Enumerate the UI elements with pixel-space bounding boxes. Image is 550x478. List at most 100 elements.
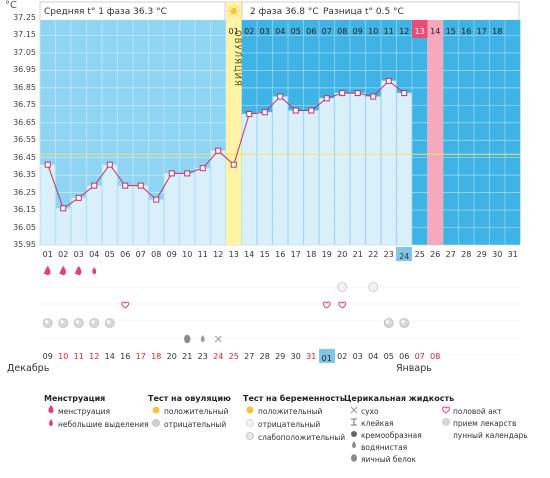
temperature-bar: [381, 80, 397, 246]
legend-pregnancy-positive: положительный: [258, 407, 323, 416]
phase2-day-number: 05: [291, 27, 301, 36]
temperature-point: [370, 93, 377, 100]
temperature-point: [308, 107, 315, 114]
date-label: 14: [104, 352, 115, 361]
x-tick-label: 03: [73, 250, 84, 259]
temperature-point: [323, 95, 330, 102]
x-tick-label: 23: [383, 250, 394, 259]
date-label: 25: [228, 352, 239, 361]
legend-pregnancy-negative: отрицательный: [258, 420, 321, 429]
temperature-bar: [148, 199, 164, 246]
phase2-day-number: 02: [244, 27, 254, 36]
sun-ray: [236, 13, 239, 16]
unit-label: °C: [5, 0, 17, 11]
phase2-day-cell-red: [412, 20, 428, 38]
pill-icon-shine: [401, 320, 405, 324]
legend-pregnancy-weak-icon: [246, 432, 254, 440]
pill-icon: [399, 318, 410, 328]
y-tick-label: 37.15: [13, 30, 36, 40]
temperature-point: [292, 107, 299, 114]
temperature-bar: [303, 110, 319, 246]
y-tick-label: 36.05: [13, 222, 36, 232]
date-label: 24: [213, 352, 224, 361]
date-label: 21: [182, 352, 193, 361]
y-tick-label: 36.25: [13, 187, 36, 197]
pill-icon: [58, 318, 69, 328]
date-label: 23: [197, 352, 208, 361]
menstruation-icon-part: [74, 269, 78, 274]
temperature-point: [60, 205, 67, 212]
pill-icon: [73, 318, 84, 328]
x-tick-label: 22: [368, 250, 379, 259]
temperature-bar: [195, 167, 211, 246]
temperature-point: [122, 182, 129, 189]
phase2-day-number: 07: [322, 27, 332, 36]
ovulation-label: ОВУЛЯЦИЯ: [232, 30, 242, 87]
pregnancy-test-icon: [368, 282, 379, 292]
pill-icon: [42, 318, 53, 328]
phase2-day-number: 10: [368, 27, 378, 36]
legend-sticky-icon: [351, 418, 357, 426]
x-tick-label: 05: [104, 250, 115, 259]
legend-intercourse: половой акт: [453, 407, 502, 416]
x-tick-label: 24: [396, 247, 413, 261]
legend-menstruation-icon: [48, 405, 54, 413]
legend-moon-icon: [444, 430, 448, 438]
legend-dry-icon: [350, 406, 358, 414]
temperature-bar: [257, 112, 273, 246]
temperature-point: [261, 109, 268, 116]
y-tick-label: 37.25: [13, 13, 36, 22]
legend-pregnancy-negative-icon: [246, 419, 254, 427]
legend-medication: прием лекарств: [453, 419, 517, 428]
phase2-day-number: 14: [430, 27, 440, 36]
date-label: 06: [399, 352, 410, 361]
temperature-bar: [241, 113, 257, 246]
x-tick-label: 26: [430, 250, 441, 259]
temperature-bar: [55, 208, 71, 246]
menstruation-icon-part: [43, 269, 47, 274]
pill-icon-shine: [385, 320, 390, 324]
y-tick-label: 36.65: [13, 117, 36, 127]
legend-ovulation-positive: положительный: [164, 407, 229, 416]
legend-light-bleeding-icon: [49, 419, 53, 426]
x-tick-label: 14: [244, 250, 255, 259]
date-label: 05: [383, 352, 394, 361]
legend-watery-icon: [352, 441, 356, 448]
temperature-point: [153, 196, 160, 203]
x-tick-label: 10: [182, 250, 193, 259]
x-tick-label: 25: [414, 250, 425, 259]
month-december: Декабрь: [7, 363, 50, 374]
legend-cervical-title: Церикальная жидкость: [344, 394, 455, 403]
y-tick-label: 37.05: [13, 47, 36, 57]
x-tick-label: 30: [492, 250, 503, 259]
temperature-bar: [210, 150, 226, 246]
legend-heart-icon: [442, 406, 450, 414]
temperature-point: [401, 90, 408, 97]
menstruation-icon-part: [59, 269, 63, 274]
pill-icon: [104, 318, 115, 328]
temperature-point: [354, 90, 361, 97]
date-label: 10: [58, 352, 69, 361]
y-tick-label: 36.55: [13, 135, 36, 145]
temperature-point: [199, 165, 206, 172]
heart-icon: [322, 301, 331, 309]
date-label: 01: [318, 349, 335, 363]
light-bleeding-icon: [92, 267, 97, 274]
legend-ovulation-negative-icon: [152, 419, 160, 427]
temperature-point: [106, 161, 113, 168]
temperature-point: [75, 194, 82, 201]
legend-cervical-egg-white: яичный белок: [361, 455, 417, 464]
egg-white-icon: [184, 334, 191, 344]
x-tick-label: 02: [58, 250, 69, 259]
x-tick-label: 18: [306, 250, 317, 259]
legend-pregnancy-title: Тест на беременность: [243, 394, 345, 403]
phase2-day-number: 13: [415, 27, 425, 36]
pill-icon-shine: [91, 320, 95, 324]
x-tick-label: 15: [259, 250, 270, 259]
red-column: [427, 20, 443, 245]
temperature-bar: [365, 96, 381, 246]
legend-pregnancy-weak: слабоположительный: [258, 433, 346, 442]
phase2-day-number: 04: [275, 27, 285, 36]
temperature-bar: [272, 96, 288, 246]
